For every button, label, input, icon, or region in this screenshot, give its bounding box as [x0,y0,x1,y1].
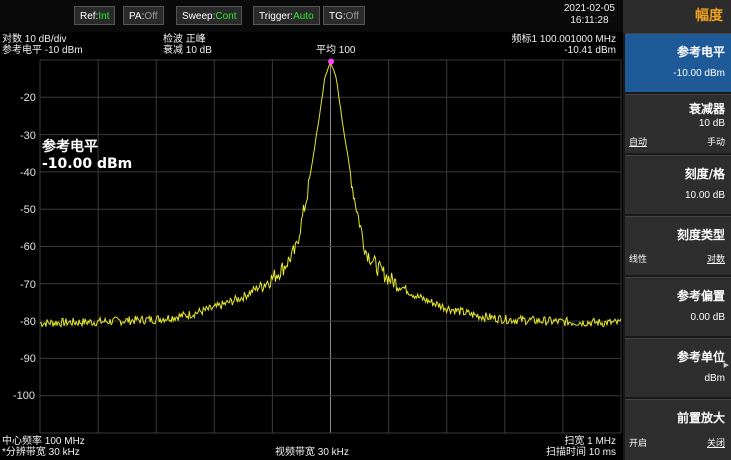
y-tick-label: -100 [13,390,36,402]
sweep-time: 扫描时间 10 ms [545,447,616,458]
submenu-arrow-icon: ▶ [723,361,729,369]
softkey-label: 刻度类型 [676,228,725,242]
scale-type-softkey[interactable]: 刻度类型 线性 对数 [625,216,731,275]
softkey-value: 10.00 dB [684,190,725,201]
softkey-label: 前置放大 [676,411,725,425]
softkey-label: 衰减器 [688,102,725,116]
softkey-value: 0.00 dB [690,312,725,323]
ref-level-softkey[interactable]: 参考电平 -10.00 dBm [625,33,731,92]
average-info: 平均 100 [316,45,356,56]
marker-1-point [328,58,335,65]
sweep-status-button[interactable]: Sweep:Cont [176,6,243,25]
date-time: 2021-02-05 16:11:28 [564,3,615,27]
softkey-value: 10 dB [698,118,725,129]
y-tick-label: -30 [20,130,36,142]
y-tick-label: -90 [20,353,36,365]
y-tick-label: -70 [20,279,36,291]
scale-info: 对数 10 dB/div [2,34,67,45]
scale-div-softkey[interactable]: 刻度/格 10.00 dB [625,155,731,214]
auto-option[interactable]: 自动 [629,138,648,148]
softkey-label: 参考偏置 [676,289,725,303]
y-tick-label: -50 [20,204,36,216]
video-bandwidth: 视频带宽 30 kHz [275,447,349,458]
center-frequency: 中心频率 100 MHz [2,436,85,447]
attenuator-softkey[interactable]: 衰减器 10 dB 自动 手动 [625,94,731,153]
ref-level-overlay: 参考电平 -10.00 dBm [42,139,132,173]
marker-frequency: 频标1 100.001000 MHz [511,34,616,45]
ref-offset-softkey[interactable]: 参考偏置 0.00 dB [625,277,731,336]
pa-status-button[interactable]: PA:Off [123,6,164,25]
overlay-title: 参考电平 [42,139,98,155]
manual-option[interactable]: 手动 [706,138,725,148]
softkey-panel: 幅度 参考电平 -10.00 dBm 衰减器 10 dB 自动 手动 刻度/格 … [623,0,731,460]
plot-grid [39,59,622,434]
attenuation-info: 衰减 10 dB [163,45,212,56]
softkey-value: dBm [704,373,725,384]
y-tick-label: -40 [20,167,36,179]
span: 扫宽 1 MHz [564,436,616,447]
detector-info: 检波 正峰 [163,34,206,45]
preamp-softkey[interactable]: 前置放大 开启 关闭 [625,399,731,460]
y-tick-label: -60 [20,241,36,253]
ref-unit-softkey[interactable]: 参考单位 dBm ▶ [625,338,731,397]
ref-status-button[interactable]: Ref:Int [74,6,116,25]
log-option[interactable]: 对数 [706,255,725,265]
tg-status-button[interactable]: TG:Off [323,6,365,25]
spectrum-plot[interactable] [0,0,623,460]
resolution-bandwidth: *分辨带宽 30 kHz [2,447,80,458]
softkey-label: 参考单位 [676,350,725,364]
trigger-status-button[interactable]: Trigger:Auto [253,6,320,25]
off-option[interactable]: 关闭 [706,439,725,449]
on-option[interactable]: 开启 [629,439,648,449]
overlay-value: -10.00 dBm [42,156,133,172]
marker-amplitude: -10.41 dBm [564,45,616,56]
y-tick-label: -80 [20,316,36,328]
softkey-label: 参考电平 [676,45,725,59]
panel-title: 幅度 [623,0,731,33]
time-text: 16:11:28 [570,15,609,26]
softkey-label: 刻度/格 [684,167,725,181]
softkey-value: -10.00 dBm [673,68,725,79]
ref-level-info: 参考电平 -10 dBm [2,45,83,56]
date-text: 2021-02-05 [563,3,615,14]
linear-option[interactable]: 线性 [629,255,648,265]
y-tick-label: -20 [20,92,36,104]
status-bar: Ref:Int PA:Off Sweep:Cont Trigger:Auto T… [0,0,623,32]
